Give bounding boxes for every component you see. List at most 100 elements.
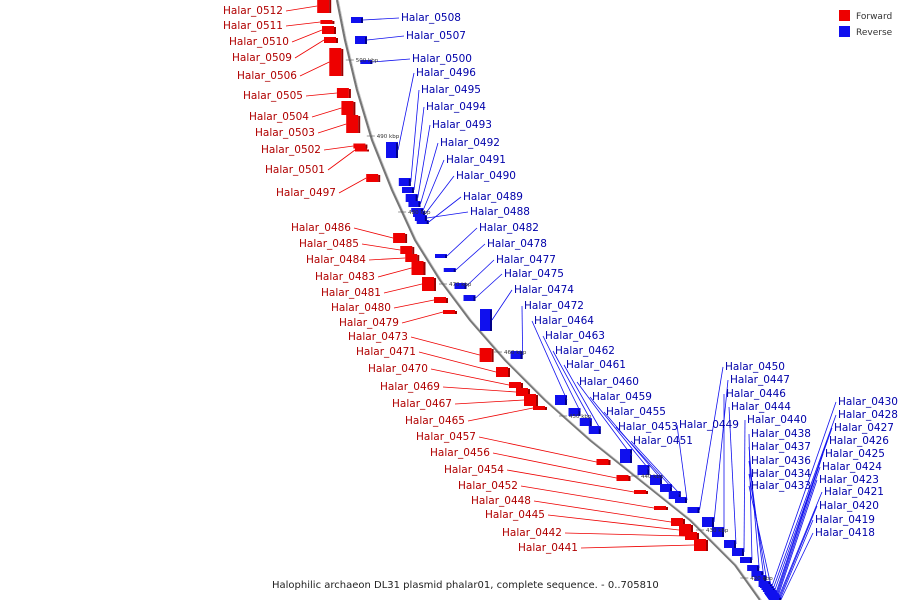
legend-forward-swatch	[839, 10, 850, 21]
reverse-gene-label: Halar_0508	[401, 12, 461, 24]
reverse-gene	[747, 565, 760, 571]
reverse-connector	[748, 485, 771, 585]
reverse-gene-box	[355, 36, 367, 44]
reverse-gene-box	[724, 540, 736, 548]
scale-ticks: 500 kbp 490 kbp 480 kbp 470 kbp 460 kbp 450 k…	[345, 58, 773, 582]
forward-connector	[311, 107, 342, 118]
reverse-gene-box	[360, 60, 373, 64]
reverse-connector	[778, 479, 818, 596]
forward-gene-shade	[332, 21, 335, 24]
forward-gene-label: Halar_0465	[405, 415, 465, 427]
reverse-gene-label: Halar_0460	[579, 376, 639, 388]
forward-connector	[430, 368, 510, 386]
reverse-gene-label: Halar_0433	[751, 480, 811, 492]
reverse-gene	[712, 527, 724, 537]
forward-gene	[336, 88, 351, 98]
reverse-gene-box	[650, 475, 662, 485]
forward-gene	[346, 115, 361, 133]
forward-gene-shade	[446, 298, 448, 303]
forward-gene-shade	[348, 89, 351, 98]
reverse-gene-box	[386, 142, 398, 158]
forward-gene-shade	[646, 491, 648, 494]
forward-gene-box	[443, 310, 455, 314]
forward-connector	[492, 452, 617, 479]
forward-gene	[329, 48, 344, 76]
forward-gene-label: Halar_0512	[223, 5, 283, 17]
reverse-connector	[372, 58, 411, 63]
forward-connector	[285, 5, 318, 12]
reverse-gene-label: Halar_0490	[456, 170, 516, 182]
forward-gene-label: Halar_0502	[261, 144, 321, 156]
scale-tick-label: 430 kbp	[706, 528, 729, 534]
reverse-gene-label: Halar_0428	[838, 409, 898, 421]
reverse-gene	[463, 295, 476, 301]
reverse-gene	[740, 557, 752, 563]
reverse-gene	[416, 220, 429, 224]
forward-gene-label: Halar_0456	[430, 447, 490, 459]
label-connectors	[285, 5, 837, 600]
backbone-line	[335, 0, 761, 600]
forward-gene-shade	[508, 368, 510, 377]
forward-gene-box	[479, 348, 492, 362]
forward-gene-shade	[434, 278, 436, 291]
forward-gene-shade	[358, 116, 361, 133]
forward-gene	[496, 367, 510, 377]
reverse-connector	[420, 142, 439, 205]
reverse-gene-label: Halar_0492	[440, 137, 500, 149]
forward-gene-box	[596, 459, 609, 465]
forward-connector	[368, 257, 406, 261]
gene-features	[317, 0, 782, 600]
forward-gene-shade	[334, 27, 336, 34]
forward-gene-label: Halar_0484	[306, 254, 366, 266]
reverse-gene-label: Halar_0493	[432, 119, 492, 131]
reverse-gene-shade	[464, 284, 467, 289]
forward-gene-label: Halar_0504	[249, 111, 309, 123]
forward-connector	[327, 149, 356, 171]
forward-gene-shade	[417, 255, 420, 262]
forward-gene	[422, 277, 436, 291]
reverse-gene	[414, 215, 427, 221]
forward-connector	[294, 39, 325, 59]
reverse-gene-box	[416, 220, 429, 224]
forward-connector	[533, 500, 672, 523]
forward-gene	[405, 254, 420, 262]
reverse-gene-shade	[678, 492, 681, 499]
reverse-gene-label: Halar_0477	[496, 254, 556, 266]
reverse-gene	[660, 484, 672, 492]
reverse-gene-shade	[697, 508, 700, 513]
reverse-gene-box	[668, 491, 681, 499]
forward-gene-label: Halar_0483	[315, 271, 375, 283]
reverse-gene-shade	[630, 450, 632, 463]
reverse-gene-label: Halar_0427	[834, 422, 894, 434]
reverse-connector	[491, 289, 513, 321]
forward-gene-shade	[353, 102, 356, 115]
reverse-gene-shade	[565, 396, 567, 405]
reverse-gene-box	[712, 527, 724, 537]
forward-gene-label: Halar_0454	[444, 464, 504, 476]
scale-tick-label: 470 kbp	[449, 282, 472, 288]
reverse-gene	[751, 571, 764, 577]
reverse-gene-label: Halar_0488	[470, 206, 530, 218]
reverse-connector	[780, 532, 814, 600]
reverse-gene-label: Halar_0440	[747, 414, 807, 426]
forward-connector	[418, 351, 497, 373]
reverse-gene-label: Halar_0494	[426, 101, 486, 113]
reverse-gene	[454, 283, 467, 289]
forward-gene-box	[434, 297, 446, 303]
scale-tick-label: 480 kbp	[408, 210, 431, 216]
forward-connector	[454, 399, 525, 405]
reverse-gene-shade	[734, 541, 736, 548]
forward-gene-box	[694, 539, 706, 551]
reverse-connector	[589, 396, 650, 471]
reverse-gene-label: Halar_0496	[416, 67, 476, 79]
forward-connector	[317, 123, 347, 134]
reverse-connector	[775, 440, 828, 593]
reverse-gene-shade	[415, 195, 418, 202]
reverse-gene-box	[443, 268, 456, 272]
reverse-gene	[480, 309, 492, 331]
reverse-gene-label: Halar_0418	[815, 527, 875, 539]
forward-gene-label: Halar_0452	[458, 480, 518, 492]
forward-gene-box	[324, 37, 336, 43]
forward-gene-shade	[706, 540, 708, 551]
forward-gene	[516, 388, 530, 396]
